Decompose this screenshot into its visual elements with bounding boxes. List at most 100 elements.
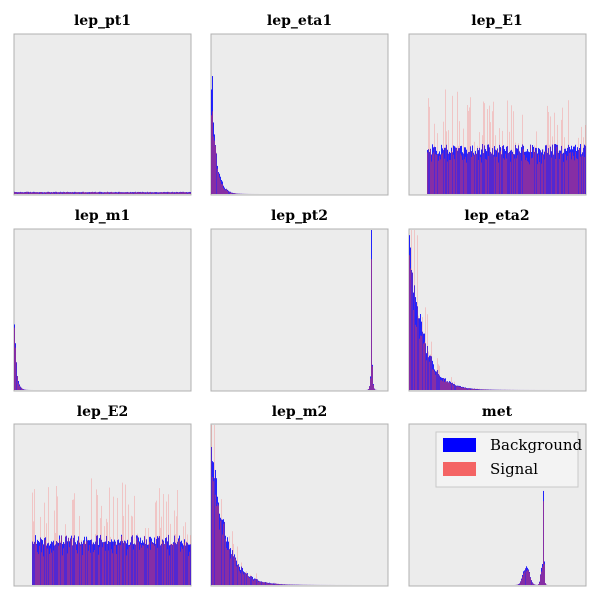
histogram-bar-background xyxy=(188,192,189,194)
histogram-bar-background xyxy=(229,191,230,194)
histogram-bar-background xyxy=(496,150,497,194)
histogram-bar-background xyxy=(483,389,484,390)
histogram-bar-background xyxy=(447,149,448,194)
histogram-bar-background xyxy=(575,144,576,194)
histogram-bar-background xyxy=(456,385,457,390)
histogram-bar-signal xyxy=(496,156,497,194)
histogram-bar-background xyxy=(431,356,432,390)
histogram-bar-signal xyxy=(520,581,521,585)
histogram-bar-signal xyxy=(530,577,531,585)
histogram-bar-background xyxy=(108,541,109,585)
histogram-bar-background xyxy=(65,192,66,194)
histogram-bar-signal xyxy=(566,160,567,194)
histogram-bar-signal xyxy=(16,361,17,390)
histogram-bar-background xyxy=(47,543,48,585)
histogram-bar-signal xyxy=(71,538,72,585)
histogram-bar-background xyxy=(186,542,187,585)
histogram-bar-signal xyxy=(449,382,450,390)
histogram-bar-background xyxy=(220,517,221,585)
histogram-bar-signal xyxy=(543,501,544,585)
histogram-bar-signal xyxy=(448,382,449,390)
histogram-bar-signal xyxy=(572,152,573,194)
histogram-bar-background xyxy=(247,573,248,585)
histogram-bar-background xyxy=(94,191,95,194)
histogram-bar-signal xyxy=(564,137,565,194)
histogram-bar-background xyxy=(129,544,130,585)
histogram-bar-background xyxy=(215,469,216,585)
histogram-bar-background xyxy=(17,376,18,390)
histogram-bar-background xyxy=(79,542,80,585)
histogram-bar-signal xyxy=(163,494,164,585)
histogram-bar-background xyxy=(56,191,57,194)
histogram-bar-background xyxy=(51,192,52,194)
histogram-bar-background xyxy=(569,146,570,194)
histogram-bar-signal xyxy=(467,388,468,390)
histogram-bar-signal xyxy=(529,164,530,194)
histogram-bar-background xyxy=(125,541,126,585)
histogram-bar-signal xyxy=(455,146,456,194)
histogram-bar-signal xyxy=(175,192,176,194)
histogram-bar-background xyxy=(473,152,474,194)
histogram-bar-signal xyxy=(233,193,234,194)
histogram-bar-background xyxy=(454,384,455,390)
histogram-bar-background xyxy=(486,389,487,390)
histogram-bar-background xyxy=(280,584,281,585)
histogram-bar-background xyxy=(49,192,50,194)
histogram-bar-signal xyxy=(154,192,155,194)
histogram-bar-signal xyxy=(42,192,43,194)
histogram-bar-background xyxy=(418,318,419,390)
histogram-bar-background xyxy=(131,192,132,194)
histogram-bar-background xyxy=(33,543,34,585)
histogram-bar-signal xyxy=(29,192,30,194)
histogram-bar-signal xyxy=(261,581,262,585)
histogram-bar-signal xyxy=(14,327,15,390)
histogram-bar-background xyxy=(248,576,249,585)
histogram-bar-signal xyxy=(74,493,75,585)
histogram-bar-signal xyxy=(60,192,61,194)
histogram-bar-signal xyxy=(164,192,165,194)
histogram-bar-background xyxy=(219,173,220,194)
histogram-bar-background xyxy=(284,584,285,585)
panel-title: met xyxy=(482,404,513,420)
histogram-bar-background xyxy=(222,519,223,585)
histogram-bar-background xyxy=(493,154,494,194)
histogram-bar-signal xyxy=(62,555,63,585)
histogram-bar-background xyxy=(530,577,531,585)
histogram-bar-signal xyxy=(272,583,273,585)
histogram-bar-background xyxy=(368,389,369,390)
histogram-bar-background xyxy=(165,538,166,585)
histogram-bar-background xyxy=(581,154,582,194)
histogram-bar-background xyxy=(442,148,443,194)
histogram-bar-signal xyxy=(64,192,65,194)
histogram-bar-background xyxy=(53,191,54,194)
histogram-bar-background xyxy=(45,537,46,585)
histogram-bar-signal xyxy=(263,582,264,585)
histogram-bar-background xyxy=(421,321,422,390)
histogram-bar-signal xyxy=(102,192,103,194)
histogram-bar-signal xyxy=(444,158,445,194)
histogram-bar-signal xyxy=(156,191,157,194)
histogram-bar-background xyxy=(437,154,438,194)
histogram-bar-background xyxy=(471,151,472,194)
histogram-bar-background xyxy=(83,191,84,194)
histogram-bar-background xyxy=(181,191,182,194)
histogram-bar-signal xyxy=(243,574,244,585)
histogram-bar-signal xyxy=(500,151,501,194)
histogram-bar-signal xyxy=(65,192,66,194)
histogram-bar-background xyxy=(40,537,41,585)
histogram-bar-background xyxy=(57,192,58,194)
histogram-bar-background xyxy=(474,388,475,390)
histogram-bar-signal xyxy=(101,191,102,194)
histogram-bar-background xyxy=(261,581,262,585)
histogram-bars xyxy=(211,425,352,585)
histogram-bar-signal xyxy=(75,544,76,585)
histogram-bar-background xyxy=(151,538,152,585)
histogram-bar-signal xyxy=(178,192,179,194)
panel-title: lep_E2 xyxy=(77,404,128,420)
histogram-bar-background xyxy=(71,192,72,194)
histogram-bar-signal xyxy=(476,152,477,194)
histogram-bar-signal xyxy=(460,153,461,194)
histogram-bar-background xyxy=(278,584,279,585)
histogram-bar-signal xyxy=(573,155,574,194)
histogram-bar-background xyxy=(507,146,508,194)
